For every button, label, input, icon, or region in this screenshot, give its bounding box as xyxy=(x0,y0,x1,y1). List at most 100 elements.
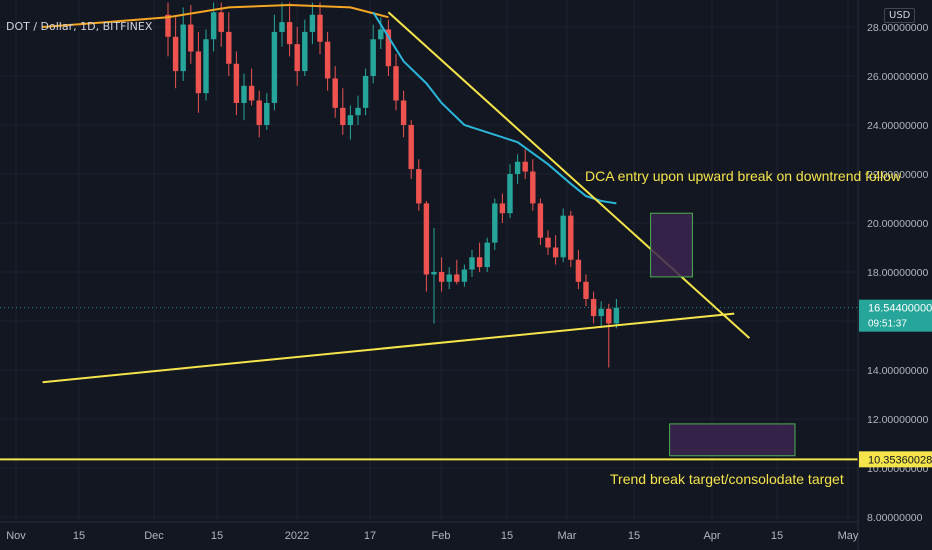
uptrend-support-trendline xyxy=(42,312,735,384)
candle xyxy=(370,24,376,84)
target-zone xyxy=(669,423,796,457)
candle xyxy=(537,198,544,246)
candle xyxy=(575,249,582,290)
candle xyxy=(226,12,232,76)
x-tick-label: 15 xyxy=(73,530,85,542)
time-axis[interactable]: Nov 15 Dec 15 2022 17 Feb 15 Mar 15 Apr 15 May xyxy=(0,521,859,542)
candle-body xyxy=(165,14,171,37)
candle-body xyxy=(446,274,452,282)
candle xyxy=(522,149,528,179)
candle xyxy=(233,51,240,116)
candle xyxy=(355,95,361,125)
target-annotation: Trend break target/consolodate target xyxy=(610,471,844,487)
candle xyxy=(568,210,574,268)
price-axis[interactable]: 28.00000000 26.00000000 24.00000000 22.0000… xyxy=(857,0,928,550)
target-price-value: 10.35360028 xyxy=(868,454,932,466)
candlestick-series xyxy=(165,2,620,368)
x-tick-label: Feb xyxy=(432,530,451,542)
candle-body xyxy=(241,85,247,103)
candle-body xyxy=(454,274,460,282)
downtrend-trendline xyxy=(387,11,751,339)
x-tick-label: Mar xyxy=(558,530,577,542)
candle-body xyxy=(598,308,604,317)
candle-body xyxy=(195,51,202,94)
candle xyxy=(172,17,179,89)
candle xyxy=(438,257,445,292)
candle-body xyxy=(309,14,316,32)
candle xyxy=(302,19,308,76)
candle-body xyxy=(461,269,468,282)
candle-body xyxy=(370,39,376,76)
candle-body xyxy=(545,237,551,248)
candle-body xyxy=(583,281,589,299)
candle xyxy=(195,31,202,113)
candle xyxy=(598,301,604,326)
dca-entry-zone xyxy=(650,212,693,278)
candle xyxy=(590,291,597,324)
candle-body xyxy=(324,41,331,79)
candle-body xyxy=(431,272,437,275)
candle-body xyxy=(286,22,293,45)
candle-body xyxy=(416,169,422,204)
candle-body xyxy=(203,39,209,94)
candle-body xyxy=(469,257,475,270)
price-badges: 16.54400000 09:51:37 10.35360028 xyxy=(859,299,932,468)
candle xyxy=(317,2,323,54)
candle-body xyxy=(271,31,278,103)
candle-body xyxy=(248,85,255,101)
candle xyxy=(499,193,506,223)
candle xyxy=(279,2,285,47)
candle xyxy=(188,4,194,64)
candle xyxy=(180,7,186,81)
current-price-badge-bg xyxy=(859,299,932,332)
candle xyxy=(241,73,247,121)
candle-body xyxy=(530,171,536,204)
candle-body xyxy=(347,115,354,125)
x-tick-label: Apr xyxy=(703,530,720,542)
candle xyxy=(248,68,255,106)
candle xyxy=(340,88,346,135)
x-tick-label: 15 xyxy=(501,530,513,542)
y-tick-label: 20.00000000 xyxy=(867,218,928,230)
candle xyxy=(484,237,490,272)
candle-body xyxy=(188,24,194,52)
candle-body xyxy=(575,259,582,282)
current-price-badge: 16.54400000 09:51:37 xyxy=(859,299,932,332)
candle xyxy=(469,249,475,277)
candle-body xyxy=(317,14,323,42)
candle-body xyxy=(355,107,361,116)
candle xyxy=(271,14,278,111)
currency-label[interactable]: USD xyxy=(884,8,916,23)
candle xyxy=(400,90,407,138)
candle-body xyxy=(233,63,240,103)
candle xyxy=(454,259,460,285)
target-price-badge-bg xyxy=(859,451,932,468)
y-tick-label: 14.00000000 xyxy=(867,365,928,377)
candle xyxy=(264,93,270,130)
dca-annotation: DCA entry upon upward break on downtrend… xyxy=(585,168,901,184)
candle-body xyxy=(423,203,430,275)
candle-body xyxy=(408,125,414,170)
candle xyxy=(530,159,536,211)
candle-body xyxy=(560,215,566,258)
candle xyxy=(332,66,338,118)
candle xyxy=(385,19,392,76)
symbol-title[interactable]: DOT / Dollar, 1D, BITFINEX xyxy=(6,20,153,33)
candle-body xyxy=(385,29,392,67)
candle-body xyxy=(264,102,270,125)
candle xyxy=(324,31,331,91)
x-tick-label: 2022 xyxy=(285,530,309,542)
moving-average-orange xyxy=(42,3,389,28)
candle-body xyxy=(522,161,528,172)
candle xyxy=(165,2,171,57)
candle xyxy=(613,298,620,329)
candle-body xyxy=(400,100,407,125)
candle xyxy=(431,227,437,324)
y-tick-label: 22.00000000 xyxy=(867,169,928,181)
candle xyxy=(514,154,521,184)
moving-average-cyan xyxy=(372,11,617,205)
current-price-value: 16.54400000 xyxy=(868,303,932,315)
candle xyxy=(545,230,551,255)
drawing-overlays xyxy=(0,3,858,461)
